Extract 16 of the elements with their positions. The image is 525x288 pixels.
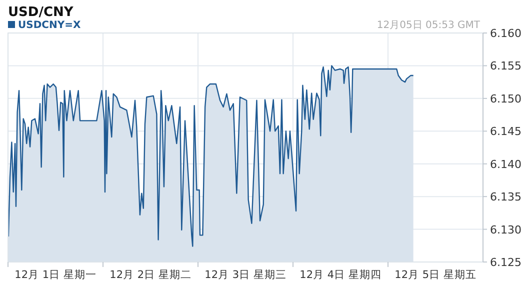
text: 12月05日 05:53 GMT — [376, 20, 481, 31]
y-tick-label: 6.155 — [490, 60, 522, 73]
y-tick-label: 6.125 — [490, 256, 522, 269]
chart-title: USD/CNY — [8, 5, 74, 20]
y-tick-label: 6.130 — [490, 223, 522, 236]
x-tick-label: 12月 2日 星期二 — [110, 269, 192, 281]
legend: USDCNY=X — [8, 20, 81, 31]
x-tick-label: 12月 5日 星期五 — [394, 269, 476, 281]
x-tick-label: 12月 3日 星期三 — [204, 269, 286, 281]
y-tick-label: 6.150 — [490, 92, 522, 106]
x-tick-label: 12月 4日 星期四 — [300, 269, 382, 281]
y-tick-label: 6.145 — [490, 125, 522, 138]
y-tick-label: 6.135 — [490, 190, 522, 204]
y-tick-label: 6.140 — [490, 158, 522, 171]
x-tick-label: 12月 1日 星期一 — [14, 269, 96, 281]
y-tick-label: 6.160 — [490, 27, 522, 40]
